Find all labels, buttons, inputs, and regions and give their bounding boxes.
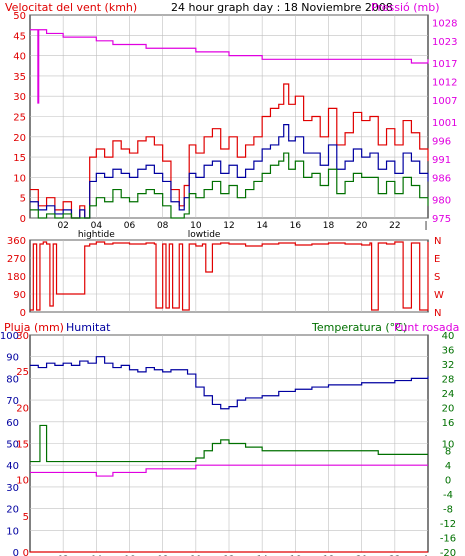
temperature-header: Temperatura (°C) [311, 321, 407, 334]
direction-y-tick: 90 [13, 290, 26, 301]
rain-y-tick: 25 [16, 367, 29, 378]
direction-y-tick: 0 [20, 308, 26, 319]
humidity-y-tick: 40 [6, 461, 19, 472]
series-wind_avg [30, 124, 429, 219]
wind-y-tick: 10 [13, 173, 26, 184]
wind-y-tick: 20 [13, 133, 26, 144]
temperature-y-tick: -20 [440, 548, 456, 556]
temperature-y-tick: 32 [442, 360, 455, 371]
direction-y-tick: 270 [7, 254, 26, 265]
humidity-header: Humitat [66, 321, 111, 334]
humidity-y-tick: 90 [6, 353, 19, 364]
series-wind_min [30, 152, 429, 219]
compass-tick: N [434, 236, 441, 247]
temperature-y-tick: 40 [442, 331, 455, 342]
temperature-y-tick: -8 [443, 505, 453, 516]
temperature-y-tick: -12 [440, 519, 456, 530]
wind-y-tick: 15 [13, 153, 26, 164]
series-wind_gust [30, 83, 429, 219]
temperature-y-tick: 8 [445, 447, 451, 458]
x-tick-label: 16 [290, 221, 302, 231]
series-humidity [30, 356, 429, 410]
humidity-y-tick: 100 [0, 331, 19, 342]
x-tick-label: | [424, 221, 427, 231]
x-tick-label: 04 [91, 221, 103, 231]
series-temperature [30, 424, 428, 463]
series-dew_point [30, 464, 428, 477]
pressure-y-tick: 986 [432, 173, 451, 184]
wind-y-tick: 30 [13, 92, 26, 103]
pressure-y-tick: 1028 [432, 18, 457, 29]
x-tick-label: 14 [256, 221, 268, 231]
rain-header: Pluja (mm) [4, 321, 64, 334]
compass-tick: S [434, 272, 440, 283]
humidity-y-tick: 80 [6, 374, 19, 385]
rain-y-tick: 0 [23, 548, 29, 556]
x-tick-label: 20 [356, 221, 368, 231]
wind-y-tick: 25 [13, 113, 26, 124]
direction-y-tick: 360 [7, 236, 26, 247]
wind-y-tick: 0 [20, 214, 26, 225]
rain-y-tick: 20 [16, 403, 29, 414]
x-tick-label: 12 [223, 221, 234, 231]
wind-y-tick: 5 [20, 194, 26, 205]
series-direction [30, 241, 429, 311]
x-tick-label: 18 [323, 221, 335, 231]
pressure-header: Pressió (mb) [371, 1, 440, 14]
x-tick-label: 06 [124, 221, 136, 231]
temperature-y-tick: 10 [442, 440, 455, 451]
temperature-y-tick: 36 [442, 345, 455, 356]
temperature-y-tick: 4 [445, 461, 451, 472]
humidity-y-tick: 10 [6, 526, 19, 537]
wind-y-tick: 40 [13, 52, 26, 63]
series-pressure [30, 29, 429, 64]
page-title: 24 hour graph day : 18 Noviembre 2008 [171, 1, 393, 14]
x-tick-label: 08 [157, 221, 169, 231]
temperature-y-tick: 0 [445, 476, 451, 487]
dew-point-header: Punt rosada [394, 321, 459, 334]
pressure-y-tick: 991 [432, 155, 451, 166]
pressure-y-tick: 1017 [432, 59, 457, 70]
compass-tick: E [434, 254, 440, 265]
compass-tick: W [434, 290, 444, 301]
temperature-y-tick: 28 [442, 374, 455, 385]
pressure-y-tick: 980 [432, 196, 451, 207]
humidity-y-tick: 0 [13, 548, 19, 556]
rain-y-tick: 30 [16, 331, 29, 342]
pressure-y-tick: 1001 [432, 118, 457, 129]
temperature-y-tick: 24 [442, 389, 455, 400]
rain-y-tick: 5 [23, 512, 29, 523]
x-tick-label: 02 [57, 221, 68, 231]
humidity-y-tick: 50 [6, 440, 19, 451]
direction-y-tick: 180 [7, 272, 26, 283]
tide-label: hightide [78, 230, 115, 240]
pressure-y-tick: 1007 [432, 96, 457, 107]
compass-tick: N [434, 308, 441, 319]
wind-speed-header: Velocitat del vent (kmh) [5, 1, 137, 14]
wind-y-tick: 50 [13, 11, 26, 22]
temperature-y-tick: 20 [442, 403, 455, 414]
temperature-y-tick: 16 [442, 418, 455, 429]
humidity-y-tick: 30 [6, 483, 19, 494]
humidity-y-tick: 60 [6, 418, 19, 429]
humidity-y-tick: 20 [6, 505, 19, 516]
temperature-y-tick: -4 [443, 490, 453, 501]
wind-y-tick: 35 [13, 72, 26, 83]
x-tick-label: 22 [389, 221, 400, 231]
rain-y-tick: 10 [16, 476, 29, 487]
pressure-y-tick: 975 [432, 214, 451, 225]
rain-y-tick: 15 [16, 440, 29, 451]
wind-y-tick: 45 [13, 31, 26, 42]
pressure-y-tick: 1023 [432, 37, 457, 48]
temperature-y-tick: -16 [440, 534, 456, 545]
pressure-y-tick: 1012 [432, 77, 457, 88]
pressure-y-tick: 996 [432, 136, 451, 147]
x-tick-label: 10 [190, 221, 202, 231]
humidity-y-tick: 70 [6, 396, 19, 407]
tide-label: lowtide [188, 230, 221, 240]
